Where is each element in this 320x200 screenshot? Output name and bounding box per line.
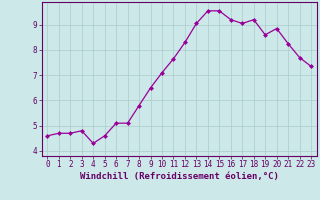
X-axis label: Windchill (Refroidissement éolien,°C): Windchill (Refroidissement éolien,°C) — [80, 172, 279, 181]
